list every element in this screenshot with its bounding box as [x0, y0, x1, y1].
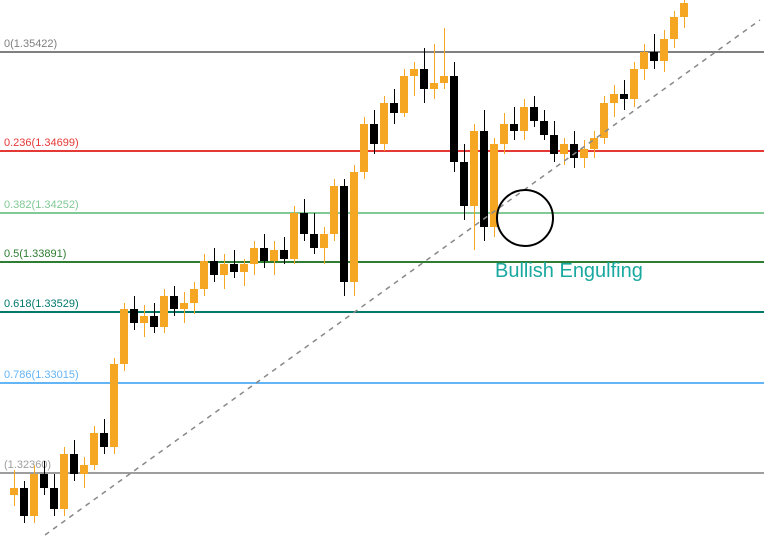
candle-body — [630, 69, 638, 99]
candle-body — [510, 124, 518, 131]
fib-line-0.618 — [0, 311, 764, 313]
candle-body — [200, 261, 208, 289]
candle-body — [330, 186, 338, 234]
candle-body — [670, 17, 678, 39]
candle-body — [130, 309, 138, 323]
candle-body — [90, 433, 98, 465]
candle-wick — [244, 259, 245, 287]
candle-body — [530, 107, 538, 121]
candle-body — [570, 144, 578, 158]
candle-body — [550, 135, 558, 154]
candle-body — [120, 309, 128, 364]
candle-body — [180, 303, 188, 310]
candle-body — [270, 250, 278, 261]
candle-body — [50, 488, 58, 509]
candle-wick — [434, 44, 435, 99]
candle-body — [30, 474, 38, 515]
candle-body — [190, 289, 198, 303]
candle-wick — [414, 62, 415, 96]
price-chart[interactable]: 0(1.35422) 0.236(1.34699) 0.382(1.34252) 0.… — [0, 0, 764, 550]
candle-body — [240, 264, 248, 272]
candle-body — [680, 3, 688, 17]
fib-label-0: 0(1.35422) — [4, 38, 57, 50]
candle-body — [60, 454, 68, 509]
candle-body — [440, 76, 448, 83]
candle-body — [150, 316, 158, 327]
candle-body — [520, 107, 528, 130]
candle-body — [620, 94, 628, 100]
candle-body — [460, 162, 468, 206]
candle-body — [660, 39, 668, 61]
candle-body — [290, 213, 298, 258]
fib-line-1 — [0, 472, 764, 474]
candle-body — [480, 131, 488, 227]
candle-body — [20, 488, 28, 516]
candle-body — [80, 465, 88, 475]
candle-body — [560, 144, 568, 154]
candle-body — [100, 433, 108, 447]
candle-body — [340, 186, 348, 282]
candle-body — [370, 124, 378, 145]
candle-body — [450, 76, 458, 163]
candle-body — [470, 131, 478, 207]
candle-body — [140, 316, 148, 323]
fib-label-0.236: 0.236(1.34699) — [4, 137, 79, 149]
fib-label-0.786: 0.786(1.33015) — [4, 369, 79, 381]
fib-line-0.5 — [0, 261, 764, 263]
candle-body — [380, 103, 388, 144]
annotation-label: Bullish Engulfing — [495, 260, 643, 283]
candle-body — [40, 474, 48, 488]
candle-body — [600, 103, 608, 137]
fib-label-0.5: 0.5(1.33891) — [4, 248, 66, 260]
fib-label-0.382: 0.382(1.34252) — [4, 199, 79, 211]
candle-body — [230, 264, 238, 272]
candle-body — [350, 172, 358, 282]
candle-body — [310, 234, 318, 248]
candle-body — [220, 264, 228, 275]
candle-body — [420, 69, 428, 90]
candle-body — [430, 83, 438, 90]
candle-body — [160, 296, 168, 328]
candle-body — [640, 52, 648, 69]
candle-body — [320, 234, 328, 248]
fib-line-0.236 — [0, 150, 764, 152]
candle-body — [390, 103, 398, 113]
candle-body — [590, 138, 598, 149]
fib-label-0.618: 0.618(1.33529) — [4, 298, 79, 310]
candle-body — [10, 488, 18, 495]
candle-body — [210, 261, 218, 275]
candle-body — [410, 69, 418, 76]
candle-body — [580, 149, 588, 159]
candle-body — [250, 248, 258, 265]
candle-body — [260, 248, 268, 262]
candle-body — [650, 52, 658, 60]
candle-body — [70, 454, 78, 475]
candle-body — [280, 250, 288, 258]
candle-body — [540, 121, 548, 135]
candle-body — [610, 94, 618, 104]
fib-line-0.382 — [0, 212, 764, 214]
candle-body — [300, 213, 308, 234]
candle-body — [360, 124, 368, 172]
candle-body — [490, 144, 498, 227]
candle-body — [170, 296, 178, 310]
candle-body — [400, 76, 408, 113]
candle-body — [110, 364, 118, 447]
candle-body — [500, 124, 508, 145]
